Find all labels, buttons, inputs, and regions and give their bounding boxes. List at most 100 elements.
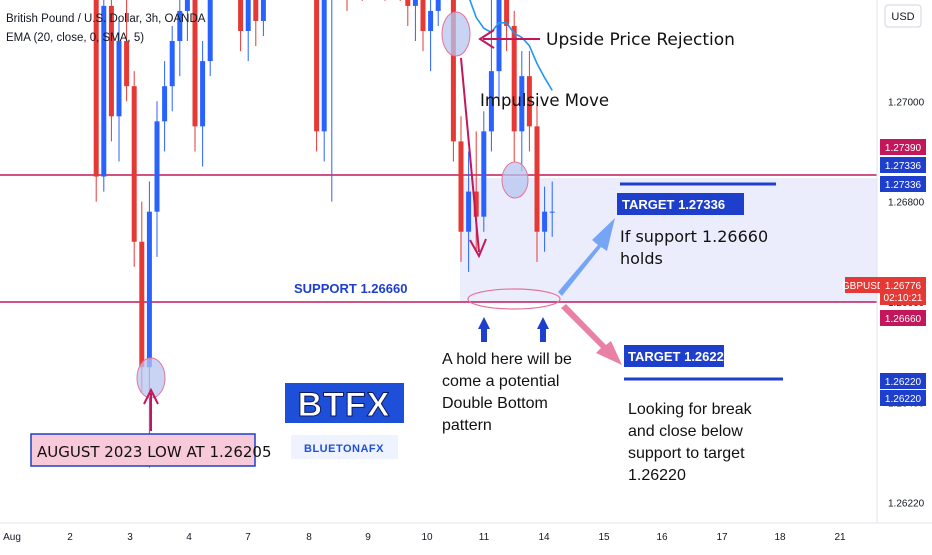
price-badge-label: 1.26776 bbox=[885, 281, 922, 292]
target-up-label: TARGET 1.27336 bbox=[622, 197, 725, 212]
price-badge bbox=[880, 139, 926, 155]
bullish-arrow-icon bbox=[558, 218, 615, 296]
price-badge bbox=[880, 277, 926, 305]
annotation-line: and close below bbox=[628, 423, 743, 440]
candle-body bbox=[169, 41, 175, 87]
candle-body bbox=[177, 10, 183, 42]
candle-body bbox=[200, 61, 206, 127]
time-tick-label: 17 bbox=[716, 532, 728, 543]
bluetona-logo bbox=[291, 435, 398, 459]
candle-body bbox=[93, 0, 99, 177]
indicator-label: EMA (20, close, 0, SMA, 5) bbox=[6, 32, 144, 44]
bluetona-logo-text: BLUETONAFX bbox=[304, 443, 384, 455]
august-low-pointer-head-icon bbox=[143, 387, 159, 405]
candle-body bbox=[139, 241, 145, 368]
time-tick-label: 15 bbox=[598, 532, 610, 543]
august-low-label: AUGUST 2023 LOW AT 1.26205 bbox=[37, 443, 272, 461]
time-tick-label: 16 bbox=[656, 532, 668, 543]
time-tick-label: 10 bbox=[421, 532, 433, 543]
candle-body bbox=[154, 121, 160, 212]
candle-body bbox=[184, 0, 190, 11]
candle-body bbox=[314, 0, 320, 132]
candle-body bbox=[496, 0, 502, 72]
candle-body bbox=[504, 0, 510, 26]
double-bottom-arrow-left-icon bbox=[478, 317, 490, 342]
candle-body bbox=[238, 0, 244, 31]
price-badge-label: 1.26220 bbox=[885, 394, 922, 405]
impulsive-arrow-head-icon bbox=[469, 238, 487, 259]
btfx-logo-text: BTFX bbox=[298, 386, 391, 424]
candle-body bbox=[435, 0, 441, 11]
symbol-badge bbox=[845, 277, 881, 293]
candle-body bbox=[473, 191, 479, 217]
retest-highlight bbox=[501, 161, 529, 199]
price-badge-label: 1.27336 bbox=[885, 161, 922, 172]
candle-body bbox=[207, 0, 213, 62]
support-label: SUPPORT 1.26660 bbox=[294, 281, 407, 296]
time-tick-label: 11 bbox=[479, 532, 490, 543]
impulsive-move-label: Impulsive Move bbox=[480, 91, 609, 110]
time-tick-label: Aug bbox=[3, 532, 21, 543]
time-axis: Aug 2 3 4 7 8 9 10 11 14 15 16 17 18 21 bbox=[3, 532, 846, 543]
candle-body bbox=[412, 0, 418, 6]
price-badge bbox=[880, 390, 926, 406]
candle-body bbox=[488, 71, 494, 132]
if-support-line2: holds bbox=[620, 249, 663, 268]
candle-body bbox=[101, 5, 107, 177]
time-tick-label: 18 bbox=[774, 532, 786, 543]
candle-body bbox=[253, 0, 259, 21]
candle-body bbox=[260, 0, 266, 21]
rejection-arrow-head-icon bbox=[478, 29, 495, 49]
double-bottom-highlight bbox=[467, 288, 561, 310]
annotation-line: 1.26220 bbox=[628, 467, 686, 484]
annotation-line: come a potential bbox=[442, 373, 559, 390]
price-tick-label: 1.26800 bbox=[888, 198, 925, 209]
countdown-label: 02:10:21 bbox=[884, 293, 923, 304]
candle-body bbox=[131, 86, 137, 242]
candle-body bbox=[116, 41, 122, 117]
price-tick-label: 1.27000 bbox=[888, 97, 925, 108]
time-tick-label: 2 bbox=[67, 532, 73, 543]
candle-body bbox=[420, 0, 426, 31]
price-badge bbox=[880, 310, 926, 326]
price-badge-label: 1.27390 bbox=[885, 143, 922, 154]
hold-text-block: A hold here will be come a potential Doubl… bbox=[442, 351, 572, 434]
time-tick-label: 3 bbox=[127, 532, 133, 543]
annotation-line: pattern bbox=[442, 417, 492, 434]
currency-label[interactable]: USD bbox=[891, 11, 914, 23]
price-badge bbox=[880, 373, 926, 389]
time-tick-label: 4 bbox=[186, 532, 192, 543]
candle-body bbox=[458, 141, 464, 232]
symbol-title: British Pound / U.S. Dollar, 3h, OANDA bbox=[6, 13, 206, 25]
candle-body bbox=[321, 0, 327, 132]
time-tick-label: 7 bbox=[245, 532, 251, 543]
break-text-block: Looking for break and close below support … bbox=[628, 401, 753, 484]
candle-body bbox=[549, 211, 555, 213]
price-badge-label: 1.26220 bbox=[885, 377, 922, 388]
candle-body bbox=[481, 131, 487, 217]
candle-body bbox=[542, 211, 548, 232]
currency-button[interactable] bbox=[884, 4, 922, 28]
bearish-arrow-icon bbox=[561, 304, 622, 365]
time-tick-label: 21 bbox=[834, 532, 846, 543]
time-tick-label: 14 bbox=[538, 532, 550, 543]
candle-body bbox=[534, 126, 540, 232]
candle-body bbox=[511, 25, 517, 132]
candle-body bbox=[124, 41, 130, 87]
candle-body bbox=[108, 5, 114, 117]
annotation-line: Double Bottom bbox=[442, 395, 548, 412]
candle-body bbox=[526, 76, 532, 127]
price-tick-label: 1.26220 bbox=[888, 499, 925, 510]
price-badge bbox=[880, 176, 926, 192]
candles-group bbox=[93, 0, 555, 468]
candle-body bbox=[450, 0, 456, 142]
time-tick-label: 9 bbox=[365, 532, 371, 543]
candle-body bbox=[519, 76, 525, 132]
upside-rejection-label: Upside Price Rejection bbox=[546, 30, 735, 50]
time-tick-label: 8 bbox=[306, 532, 312, 543]
btfx-logo bbox=[285, 383, 404, 423]
target-up-badge bbox=[617, 193, 744, 215]
candle-body bbox=[428, 10, 434, 31]
price-badge bbox=[880, 157, 926, 173]
